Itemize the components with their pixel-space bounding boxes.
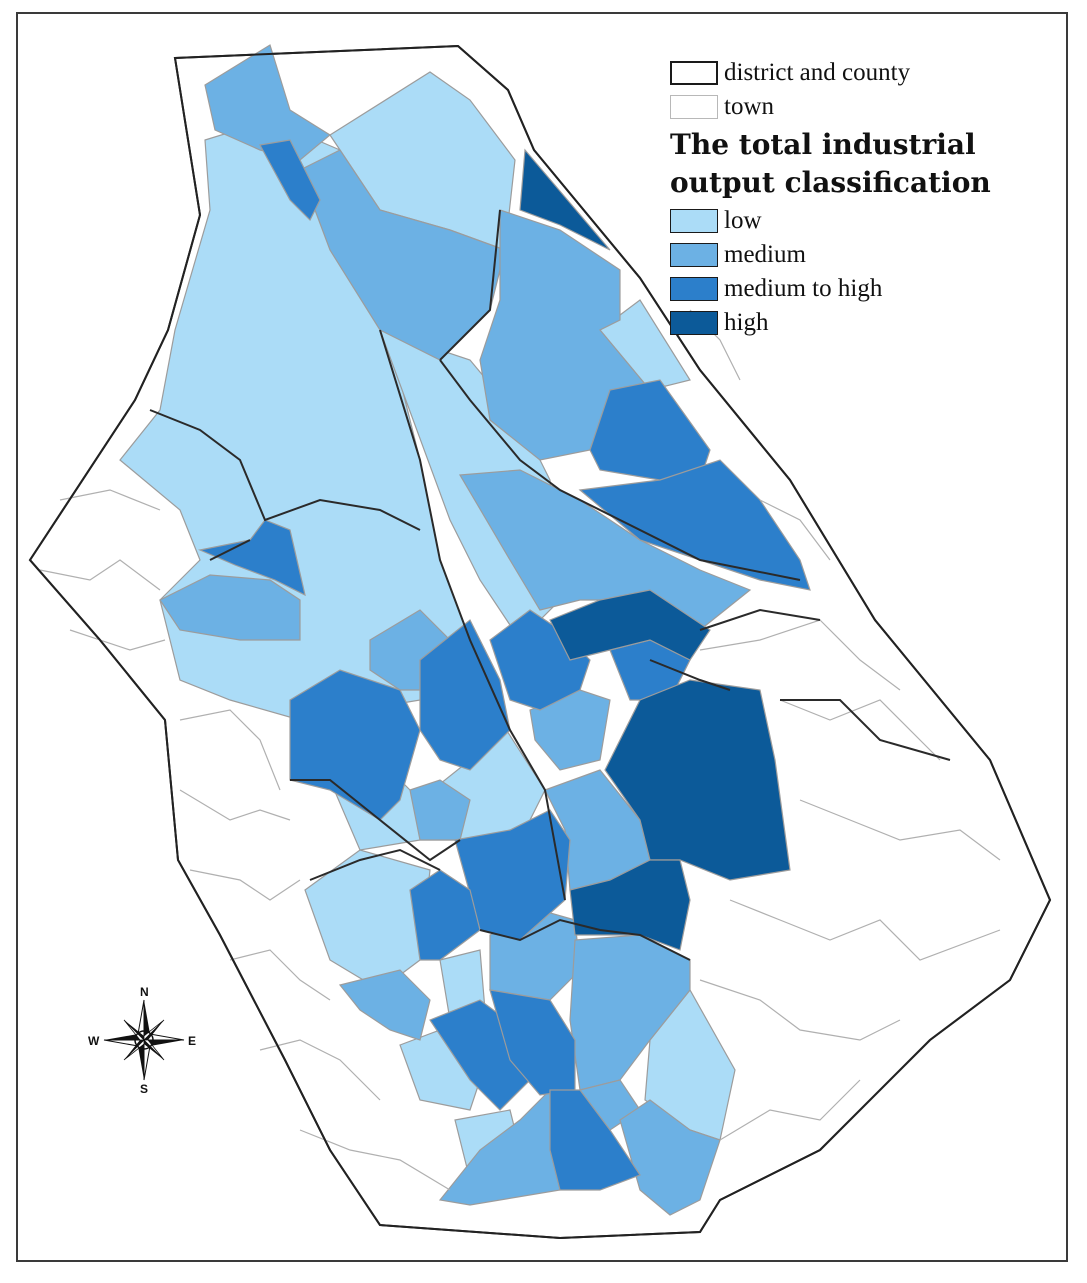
region-medium bbox=[299, 149, 506, 361]
legend-title-line2: output classification bbox=[670, 166, 991, 199]
legend-label-town: town bbox=[724, 93, 774, 120]
region-high bbox=[569, 859, 691, 951]
town-regions bbox=[119, 44, 811, 1216]
medium-swatch bbox=[670, 243, 718, 267]
low-swatch bbox=[670, 209, 718, 233]
region-medium-high bbox=[578, 459, 811, 591]
district-boundary-swatch bbox=[670, 61, 718, 85]
region-high bbox=[604, 679, 791, 881]
region-medium bbox=[409, 779, 471, 841]
compass-west-label: W bbox=[88, 1034, 100, 1048]
region-medium-high bbox=[549, 1089, 641, 1191]
legend-item-medium: medium bbox=[670, 238, 991, 272]
district-boundaries bbox=[149, 209, 951, 961]
region-medium-high bbox=[289, 669, 421, 821]
legend-label-medium-high: medium to high bbox=[724, 275, 883, 302]
legend-label-low: low bbox=[724, 207, 762, 234]
high-swatch bbox=[670, 311, 718, 335]
region-medium bbox=[619, 1099, 721, 1216]
legend-item-district: district and county bbox=[670, 56, 991, 90]
map-legend: district and county town The total indus… bbox=[670, 56, 991, 340]
region-medium bbox=[204, 44, 332, 161]
legend-label-district: district and county bbox=[724, 59, 911, 86]
region-medium bbox=[338, 969, 431, 1041]
legend-label-high: high bbox=[724, 309, 769, 336]
legend-item-town: town bbox=[670, 90, 991, 124]
compass-north-label: N bbox=[140, 985, 149, 999]
legend-label-medium: medium bbox=[724, 241, 806, 268]
legend-item-low: low bbox=[670, 204, 991, 238]
legend-item-high: high bbox=[670, 306, 991, 340]
compass-rose-icon: N S E W bbox=[88, 985, 196, 1095]
region-medium-high bbox=[259, 139, 321, 222]
map-frame bbox=[16, 12, 1068, 1262]
region-medium-high bbox=[197, 519, 306, 597]
compass-east-label: E bbox=[188, 1034, 196, 1048]
compass-south-label: S bbox=[140, 1082, 148, 1095]
legend-title-line1: The total industrial bbox=[670, 128, 976, 161]
legend-title: The total industrial output classificati… bbox=[670, 126, 991, 202]
region-high bbox=[549, 589, 711, 661]
region-high bbox=[519, 148, 611, 251]
town-boundary-swatch bbox=[670, 95, 718, 119]
medium-high-swatch bbox=[670, 277, 718, 301]
legend-item-medium-high: medium to high bbox=[670, 272, 991, 306]
region-medium-high bbox=[419, 619, 511, 771]
region-low bbox=[399, 1029, 481, 1111]
region-medium bbox=[159, 574, 301, 641]
